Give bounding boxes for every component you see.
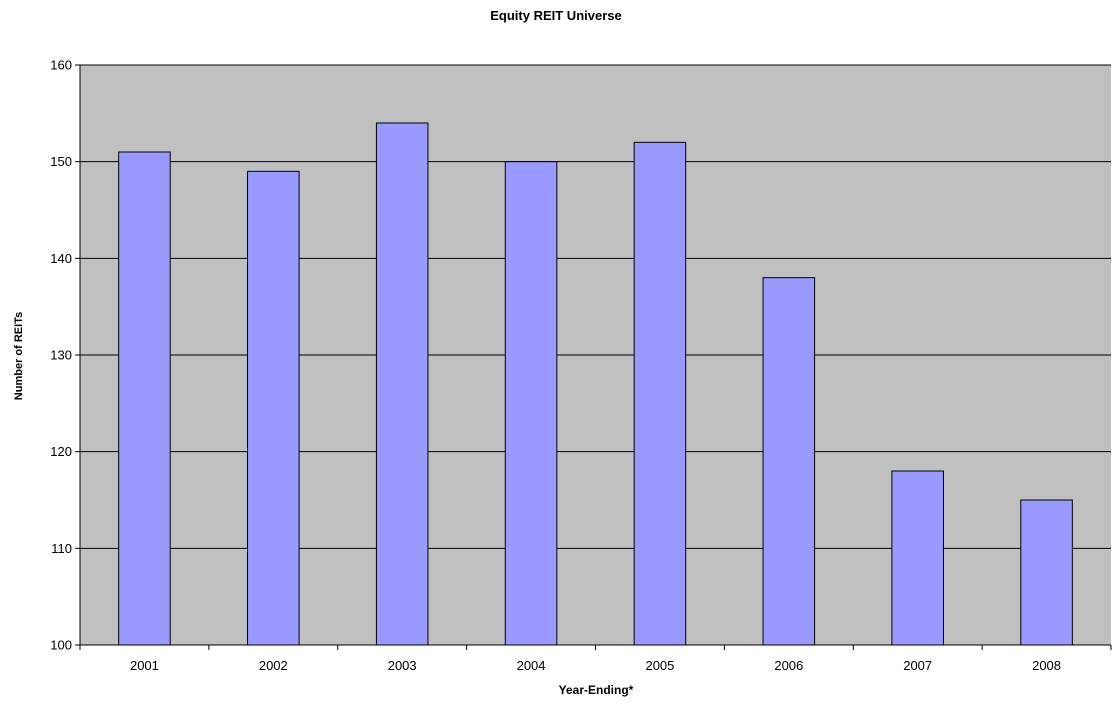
x-tick-label: 2007: [903, 658, 932, 673]
bars: [118, 122, 1073, 646]
x-tick-labels: 2001 2002 2003 2004 2005 2006 2007 2008: [130, 658, 1061, 673]
y-tick-label: 150: [50, 154, 72, 169]
y-tick-label: 140: [50, 251, 72, 266]
bar-2008: [1020, 499, 1073, 646]
x-tick-label: 2001: [130, 658, 159, 673]
x-tick-label: 2008: [1032, 658, 1061, 673]
y-tick-label: 130: [50, 348, 72, 363]
x-tick-label: 2003: [388, 658, 417, 673]
bar-2007: [891, 470, 944, 646]
bar-2003: [375, 122, 429, 646]
y-tick-labels: 100 110 120 130 140 150 160: [50, 58, 72, 653]
bar-2004: [504, 161, 558, 646]
x-tick-label: 2006: [774, 658, 803, 673]
bar-2001: [118, 151, 171, 646]
bar-2005: [633, 141, 687, 646]
x-axis-title: Year-Ending*: [559, 683, 634, 697]
x-tick-label: 2004: [517, 658, 546, 673]
chart-title: Equity REIT Universe: [490, 8, 621, 23]
y-tick-label: 120: [50, 444, 72, 459]
bar-2002: [247, 170, 300, 646]
x-tick-label: 2005: [645, 658, 674, 673]
y-tick-label: 110: [51, 541, 72, 556]
bar-2006: [762, 277, 816, 646]
x-tick-label: 2002: [259, 658, 288, 673]
y-tick-label: 100: [50, 638, 72, 653]
y-tick-label: 160: [50, 58, 72, 73]
axes: [75, 64, 1112, 650]
y-axis-title: Number of REITs: [13, 312, 25, 400]
